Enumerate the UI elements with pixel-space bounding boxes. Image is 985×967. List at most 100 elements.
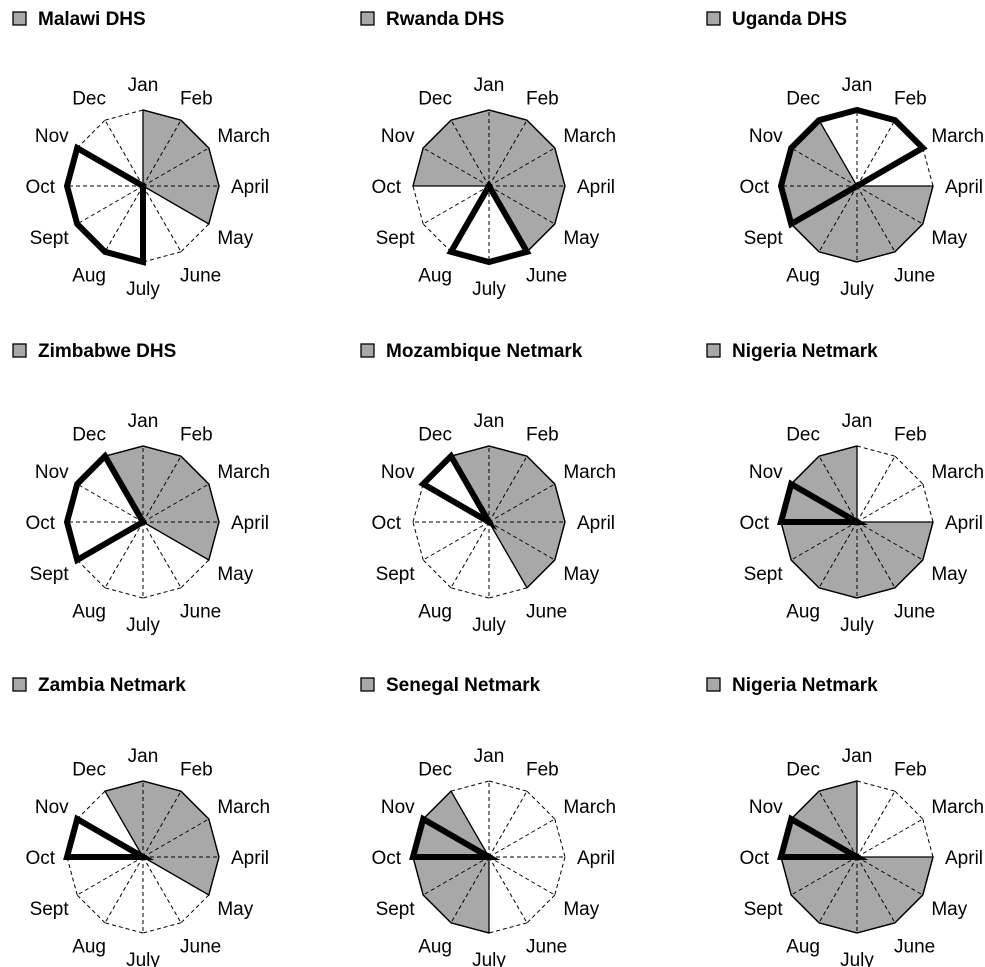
filled-region-outline xyxy=(104,780,220,896)
spoke-march xyxy=(488,147,556,187)
rim-segment xyxy=(526,790,556,820)
month-label-feb: Feb xyxy=(894,89,927,110)
spoke-aug xyxy=(450,521,490,589)
rim-segment xyxy=(922,147,934,187)
spoke-june xyxy=(142,856,182,924)
center-point xyxy=(486,854,492,860)
highlighted-season-outline xyxy=(777,106,928,229)
center-point xyxy=(140,854,146,860)
legend-swatch xyxy=(706,677,721,692)
month-label-sept: Sept xyxy=(744,899,784,920)
month-label-dec: Dec xyxy=(72,760,106,781)
month-label-may: May xyxy=(931,899,967,920)
month-label-may: May xyxy=(563,899,599,920)
month-label-sept: Sept xyxy=(376,564,416,585)
month-label-dec: Dec xyxy=(72,89,106,110)
center-point xyxy=(140,183,146,189)
rim-segment xyxy=(922,483,934,523)
rim-segment xyxy=(422,223,452,253)
rim-segment xyxy=(922,818,934,858)
spoke-nov xyxy=(790,147,858,187)
month-label-oct: Oct xyxy=(739,848,769,869)
center-point xyxy=(140,519,146,525)
spoke-aug xyxy=(450,856,490,924)
month-label-sept: Sept xyxy=(744,564,784,585)
month-label-aug: Aug xyxy=(418,265,452,286)
rim-segment xyxy=(180,894,210,924)
month-label-may: May xyxy=(563,228,599,249)
rim-segment xyxy=(142,922,182,934)
rim-segment xyxy=(450,780,490,792)
month-label-may: May xyxy=(217,228,253,249)
month-label-march: March xyxy=(563,126,616,147)
rim-segment xyxy=(76,559,106,589)
spoke-aug xyxy=(818,521,858,589)
filled-region-outline xyxy=(780,445,934,599)
spoke-aug xyxy=(104,185,144,253)
month-label-nov: Nov xyxy=(35,462,69,483)
month-label-jan: Jan xyxy=(842,411,873,432)
highlighted-season-outline xyxy=(777,814,869,860)
month-label-jan: Jan xyxy=(842,746,873,767)
center-point xyxy=(854,183,860,189)
spoke-sept xyxy=(422,856,490,896)
month-label-april: April xyxy=(231,513,269,534)
month-label-feb: Feb xyxy=(526,425,559,446)
spoke-dec xyxy=(818,455,858,523)
filled-region-outline xyxy=(412,109,566,253)
rim-segment xyxy=(412,185,424,225)
spoke-dec xyxy=(450,119,490,187)
month-label-aug: Aug xyxy=(72,936,106,957)
month-label-oct: Oct xyxy=(25,177,55,198)
legend-swatch xyxy=(12,11,27,26)
month-label-july: July xyxy=(840,615,874,636)
rim-segment xyxy=(76,894,106,924)
month-label-oct: Oct xyxy=(371,513,401,534)
rim-segment xyxy=(104,587,144,599)
spoke-feb xyxy=(856,790,896,858)
spoke-sept xyxy=(76,185,144,225)
highlighted-season-outline xyxy=(63,451,148,565)
spoke-march xyxy=(488,818,556,858)
month-label-dec: Dec xyxy=(72,425,106,446)
rim-segment xyxy=(894,455,924,485)
month-label-nov: Nov xyxy=(381,126,415,147)
spoke-aug xyxy=(818,856,858,924)
month-label-july: July xyxy=(840,950,874,967)
spoke-june xyxy=(856,521,896,589)
spoke-feb xyxy=(142,119,182,187)
spoke-june xyxy=(142,521,182,589)
month-label-sept: Sept xyxy=(30,564,70,585)
spoke-feb xyxy=(856,119,896,187)
legend-swatch xyxy=(12,677,27,692)
month-label-june: June xyxy=(894,936,935,957)
rim-segment xyxy=(554,856,566,896)
spoke-may xyxy=(488,856,556,896)
month-label-may: May xyxy=(217,899,253,920)
month-label-sept: Sept xyxy=(376,899,416,920)
month-label-oct: Oct xyxy=(25,513,55,534)
center-point xyxy=(486,183,492,189)
month-label-july: July xyxy=(840,279,874,300)
spoke-aug xyxy=(104,856,144,924)
center-point xyxy=(854,854,860,860)
filled-region-outline xyxy=(780,780,934,934)
rim-segment xyxy=(856,780,896,792)
spoke-sept xyxy=(790,521,858,561)
month-label-aug: Aug xyxy=(72,265,106,286)
rim-segment xyxy=(856,445,896,457)
chart-title: Nigeria Netmark xyxy=(732,675,878,696)
month-label-march: March xyxy=(931,797,984,818)
month-label-march: March xyxy=(217,797,270,818)
spoke-sept xyxy=(422,521,490,561)
month-label-dec: Dec xyxy=(418,89,452,110)
chart-title: Uganda DHS xyxy=(732,9,847,30)
month-label-nov: Nov xyxy=(381,462,415,483)
rim-segment xyxy=(142,251,182,263)
chart-title: Zimbabwe DHS xyxy=(38,341,176,362)
rim-segment xyxy=(412,521,424,561)
spoke-may xyxy=(488,185,556,225)
